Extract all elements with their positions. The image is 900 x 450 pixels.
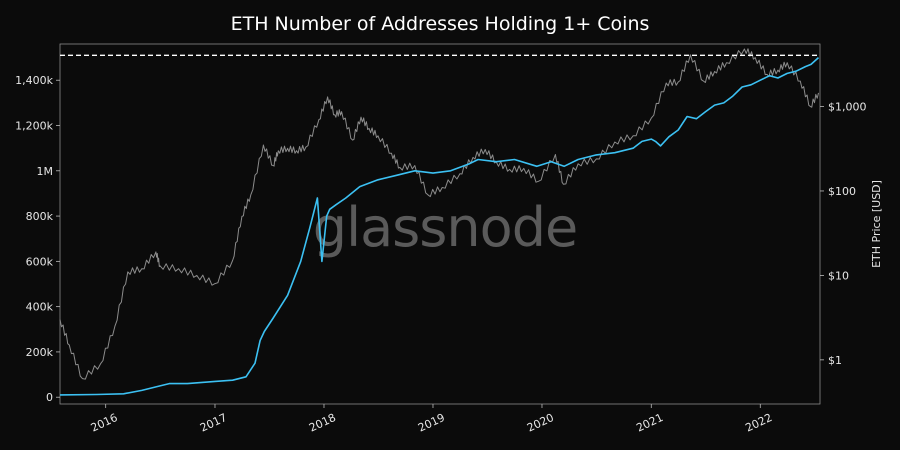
y-tick-label: 1M — [37, 165, 54, 178]
x-tick-label: 2022 — [743, 411, 774, 435]
y-tick-label: 400k — [26, 301, 54, 314]
y-tick-label: 1,400k — [15, 74, 53, 87]
x-tick-label: 2017 — [198, 411, 229, 435]
y-tick-label: 1,200k — [15, 120, 53, 133]
chart-title: ETH Number of Addresses Holding 1+ Coins — [231, 13, 650, 35]
y2-tick-label: $1 — [828, 354, 842, 367]
y2-tick-label: $1,000 — [828, 101, 867, 114]
right-axis-ticks: $1 $10 $100 $1,000 — [820, 101, 867, 367]
x-tick-label: 2020 — [525, 411, 556, 435]
y-tick-label: 0 — [46, 391, 53, 404]
eth-price-line — [59, 48, 819, 380]
y-tick-label: 800k — [26, 210, 54, 223]
x-tick-label: 2019 — [416, 411, 447, 435]
x-axis-ticks: 2016 2017 2018 2019 2020 2021 2022 — [89, 404, 774, 435]
x-tick-label: 2018 — [307, 411, 338, 435]
x-tick-label: 2016 — [89, 411, 120, 435]
addresses-line — [59, 57, 820, 396]
series-layer — [59, 48, 820, 396]
y-tick-label: 600k — [26, 255, 54, 268]
plot-frame — [59, 43, 821, 405]
y2-tick-label: $10 — [828, 269, 849, 282]
left-axis-ticks: 0 200k 400k 600k 800k 1M 1,200k 1,400k — [15, 74, 60, 404]
x-tick-label: 2021 — [634, 411, 665, 435]
watermark-text: glassnode — [313, 196, 577, 259]
y-tick-label: 200k — [26, 346, 54, 359]
y2-axis-label: ETH Price [USD] — [870, 180, 883, 268]
y2-tick-label: $100 — [828, 185, 856, 198]
